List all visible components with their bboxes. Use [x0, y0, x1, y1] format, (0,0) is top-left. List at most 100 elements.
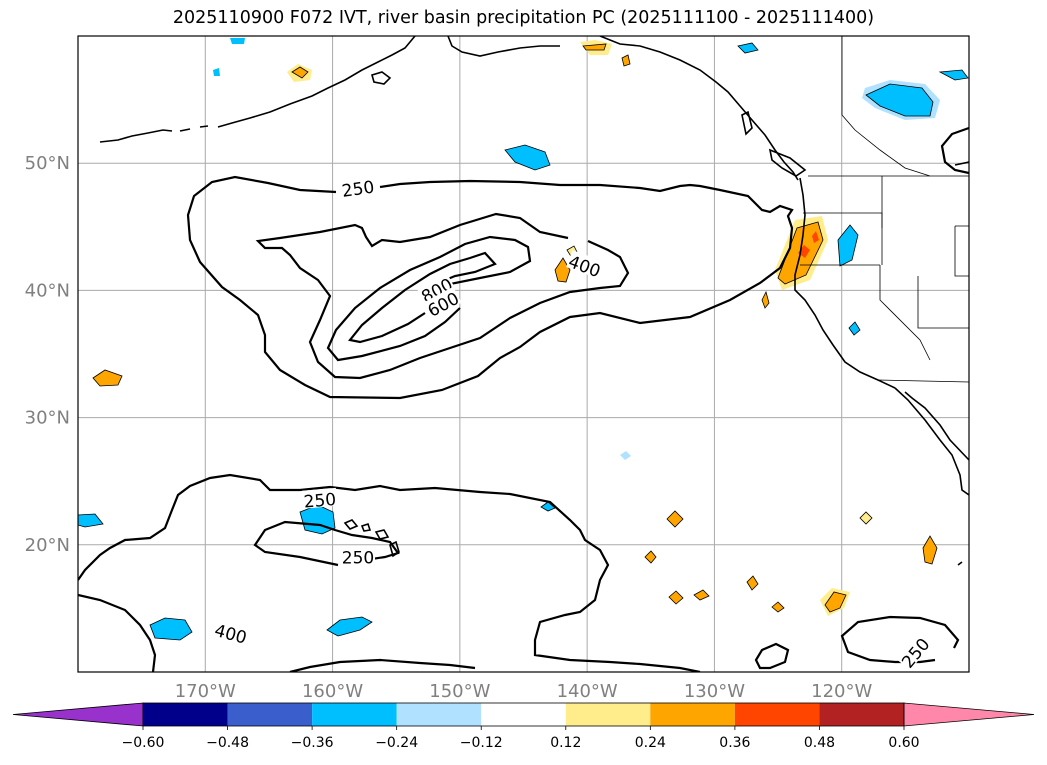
pc-area-pos: [554, 257, 571, 283]
contour-label-bg: [416, 272, 456, 305]
us-state-border: [954, 225, 969, 277]
colorbar-tick-label: 0.48: [804, 735, 835, 751]
pc-area-pos: [824, 591, 847, 613]
lon-tick-label: 120°W: [811, 681, 872, 702]
pc-area-neg: [837, 224, 859, 267]
pc-area-pos: [582, 43, 607, 51]
colorbar-cell: [819, 703, 904, 726]
pc-area-neg: [938, 69, 969, 81]
pc-area-neg: [848, 321, 861, 336]
pc-area-neg: [213, 68, 220, 76]
contour-label-bg: [339, 175, 376, 198]
contour-label: 250: [898, 635, 934, 673]
lat-tick-label: 30°N: [25, 408, 70, 429]
pc-area-pos: [746, 575, 759, 591]
map-content: [78, 36, 969, 672]
colorbar-tick-label: −0.36: [291, 735, 334, 751]
mexico-border: [877, 379, 969, 383]
colorbar-frame: [142, 702, 905, 727]
alaska-coast: [447, 36, 560, 57]
map-frame: [77, 35, 970, 673]
hawaii: [343, 519, 400, 558]
pc-area-pos: [644, 550, 657, 564]
colorbar-tick-label: 0.36: [719, 735, 750, 751]
pc-area-pos: [812, 231, 819, 243]
ivt-contour-250-hawaii: [253, 520, 400, 567]
gridlines: [78, 36, 969, 672]
pc-area-neg: [326, 616, 373, 637]
lon-tick-label: 170°W: [175, 681, 236, 702]
pc-area-neg: [230, 38, 245, 44]
contour-label: 400: [566, 252, 603, 282]
colorbar-cell: [312, 703, 397, 726]
colorbar-tick-label: 0.60: [888, 735, 919, 751]
us-west-coast: [794, 177, 896, 389]
ivt-contour-400: [255, 212, 630, 380]
colorbar-cell: [227, 703, 313, 726]
kodiak: [371, 71, 392, 85]
baja-inner: [904, 391, 969, 461]
contour-label: 250: [341, 177, 376, 201]
lon-tick-label: 140°W: [557, 681, 618, 702]
lon-tick-label: 130°W: [684, 681, 745, 702]
ivt-contours: [78, 126, 969, 672]
ivt-contour-800: [348, 251, 497, 344]
ivt-contour-250-sw: [754, 642, 790, 670]
contour-label-bg: [423, 286, 462, 319]
baja-coast: [894, 387, 969, 496]
colorbar-tick-label: −0.48: [206, 735, 249, 751]
colorbar-cell: [734, 703, 820, 726]
pc-area-neg: [620, 451, 631, 460]
haida-gwaii: [741, 110, 753, 136]
colorbar-cell: [143, 703, 228, 726]
colorbar-cell: [565, 703, 651, 726]
colorbar-cell: [396, 703, 482, 726]
latitude-labels: 50°N 40°N 30°N 20°N: [25, 153, 70, 556]
contour-label: 250: [303, 490, 337, 513]
ivt-contour-250-north: [186, 175, 794, 400]
lat-tick-label: 40°N: [25, 280, 70, 301]
ivt-contour-600: [326, 235, 532, 362]
pc-area-neg: [737, 42, 759, 54]
lat-tick-label: 50°N: [25, 153, 70, 174]
pc-area-pos: [761, 290, 770, 309]
colorbar-extend-high: [903, 702, 1035, 727]
colorbar-tick-label: 0.24: [635, 735, 666, 751]
borders: [800, 36, 969, 383]
pc-area-pos: [666, 510, 684, 528]
alaska-peninsula: [217, 36, 416, 128]
negative-pc-shading: [78, 38, 969, 641]
colorbar-cell: [481, 703, 566, 726]
contour-label-bg: [566, 250, 605, 279]
colorbar-cell: [650, 703, 735, 726]
ivt-contour-250-south-b: [78, 593, 157, 672]
nw-corner-land: [954, 161, 969, 166]
ivt-contour-250-se: [840, 615, 960, 664]
lat-tick-label: 20°N: [25, 535, 70, 556]
colorbar-tick-label: 0.12: [550, 735, 581, 751]
colorbar: −0.60 −0.48 −0.36 −0.24 −0.12 0.12 0.24 0.36 0.4…: [12, 702, 1035, 751]
pc-area-pos: [92, 369, 123, 387]
chart-title: 2025110900 F072 IVT, river basin precipi…: [172, 8, 875, 28]
pc-area-pos: [859, 511, 873, 525]
colorbar-extend-low: [12, 702, 144, 727]
pc-area-pos: [798, 245, 810, 258]
pc-area-pos: [291, 66, 309, 79]
colorbar-tick-label: −0.24: [375, 735, 418, 751]
pc-area-pos: [668, 590, 684, 605]
pc-area-neg: [78, 513, 104, 528]
coastlines: [99, 36, 969, 566]
pc-area-pos: [693, 589, 710, 601]
longitude-labels: 170°W 160°W 150°W 140°W 130°W 120°W: [175, 681, 873, 702]
ivt-contour-250-south: [78, 473, 701, 672]
pc-area-neg: [149, 617, 193, 641]
mexico-coast: [957, 561, 963, 566]
vancouver-island: [768, 148, 807, 177]
pc-area-pos: [922, 535, 938, 565]
ivt-contour-250-ne: [940, 126, 969, 175]
colorbar-tick-label: −0.12: [460, 735, 503, 751]
contour-label-bg: [301, 487, 338, 509]
lon-tick-label: 160°W: [302, 681, 363, 702]
